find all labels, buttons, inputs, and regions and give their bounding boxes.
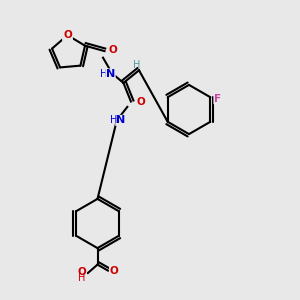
- Text: O: O: [78, 267, 86, 278]
- Text: F: F: [214, 94, 221, 104]
- Text: H: H: [78, 273, 85, 284]
- Text: O: O: [110, 266, 118, 276]
- Text: N: N: [106, 69, 115, 79]
- Text: O: O: [108, 45, 117, 55]
- Text: N: N: [116, 116, 125, 125]
- Text: H: H: [133, 60, 140, 70]
- Text: O: O: [136, 97, 145, 106]
- Text: O: O: [63, 30, 72, 40]
- Text: H: H: [100, 69, 107, 79]
- Text: H: H: [110, 116, 117, 125]
